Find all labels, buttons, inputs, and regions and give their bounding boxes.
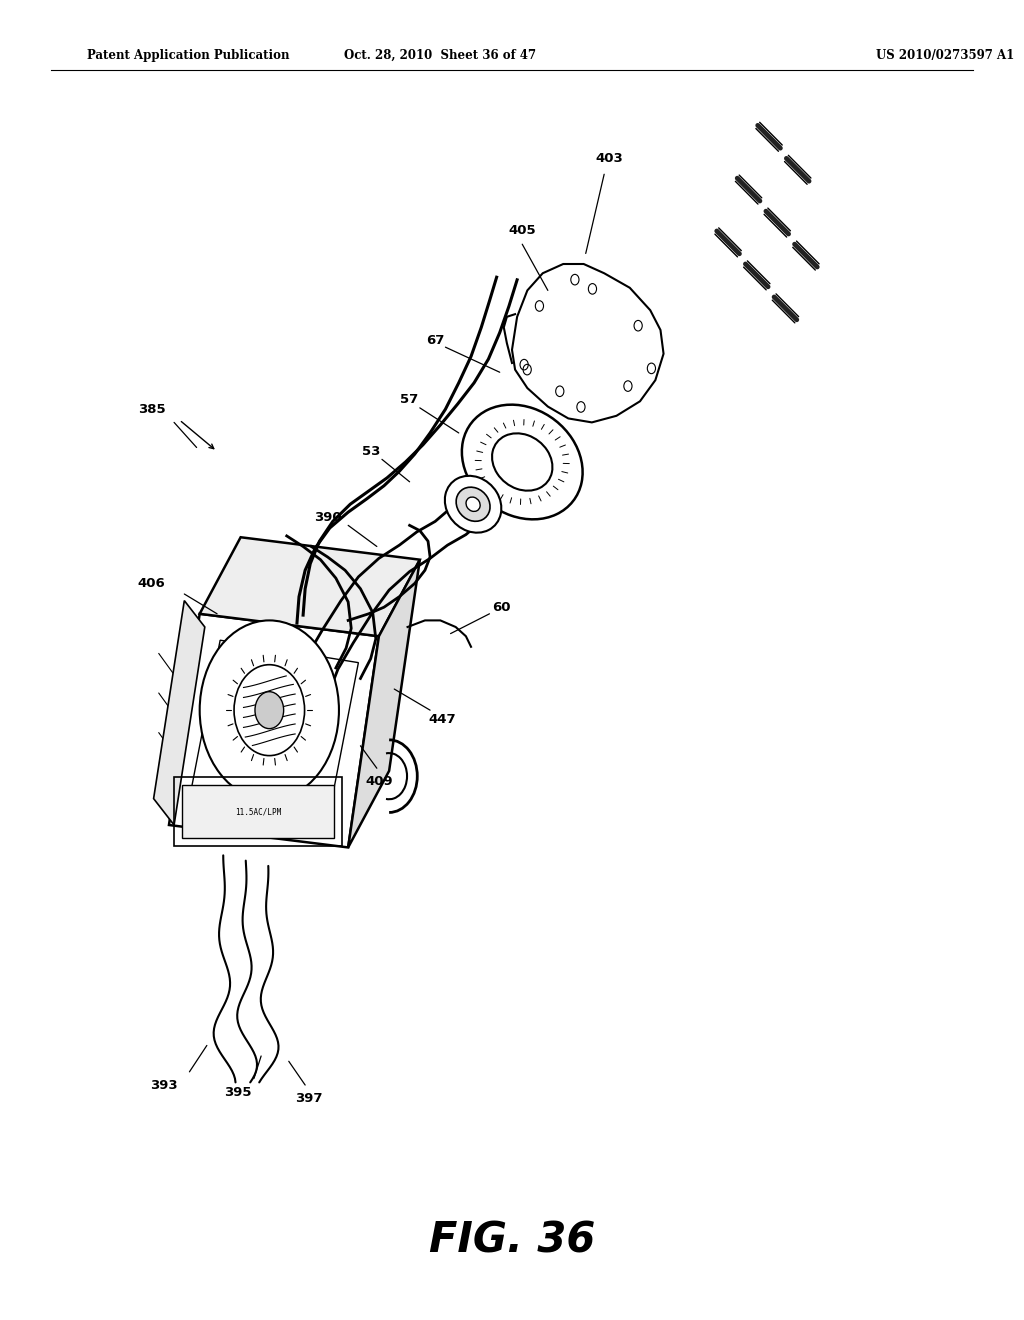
Ellipse shape — [493, 433, 552, 491]
Text: 447: 447 — [429, 713, 456, 726]
Text: 406: 406 — [137, 577, 166, 590]
Text: 67: 67 — [426, 334, 444, 347]
Circle shape — [200, 620, 339, 800]
Ellipse shape — [456, 487, 490, 521]
Polygon shape — [154, 601, 205, 825]
Text: US 2010/0273597 A1: US 2010/0273597 A1 — [876, 49, 1014, 62]
Polygon shape — [182, 785, 334, 838]
Text: 385: 385 — [138, 403, 165, 416]
Ellipse shape — [466, 498, 480, 511]
Circle shape — [234, 665, 304, 755]
Text: 409: 409 — [366, 775, 392, 788]
Text: Oct. 28, 2010  Sheet 36 of 47: Oct. 28, 2010 Sheet 36 of 47 — [344, 49, 537, 62]
Text: 403: 403 — [595, 152, 624, 165]
Text: 53: 53 — [361, 445, 380, 458]
Text: 390: 390 — [314, 511, 341, 524]
Circle shape — [255, 692, 284, 729]
Polygon shape — [512, 264, 664, 422]
Text: 57: 57 — [400, 393, 419, 407]
Text: 393: 393 — [151, 1078, 177, 1092]
Text: 405: 405 — [509, 224, 536, 238]
Text: 11.5AC/LPM: 11.5AC/LPM — [234, 808, 282, 816]
Ellipse shape — [444, 475, 502, 533]
Polygon shape — [200, 537, 420, 636]
Text: Patent Application Publication: Patent Application Publication — [87, 49, 290, 62]
Text: 60: 60 — [493, 601, 511, 614]
Text: 397: 397 — [296, 1092, 323, 1105]
Text: 395: 395 — [224, 1086, 251, 1100]
Text: FIG. 36: FIG. 36 — [429, 1220, 595, 1262]
Polygon shape — [348, 560, 420, 847]
Polygon shape — [169, 614, 379, 847]
Ellipse shape — [462, 405, 583, 519]
